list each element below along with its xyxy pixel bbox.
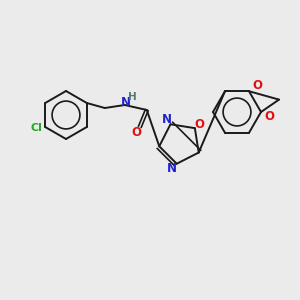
Text: O: O xyxy=(195,118,205,131)
Text: N: N xyxy=(167,162,177,175)
Text: Cl: Cl xyxy=(30,123,42,133)
Text: O: O xyxy=(132,127,142,140)
Text: O: O xyxy=(252,79,262,92)
Text: O: O xyxy=(264,110,274,124)
Text: H: H xyxy=(128,92,137,102)
Text: N: N xyxy=(121,97,131,110)
Text: N: N xyxy=(161,113,172,126)
